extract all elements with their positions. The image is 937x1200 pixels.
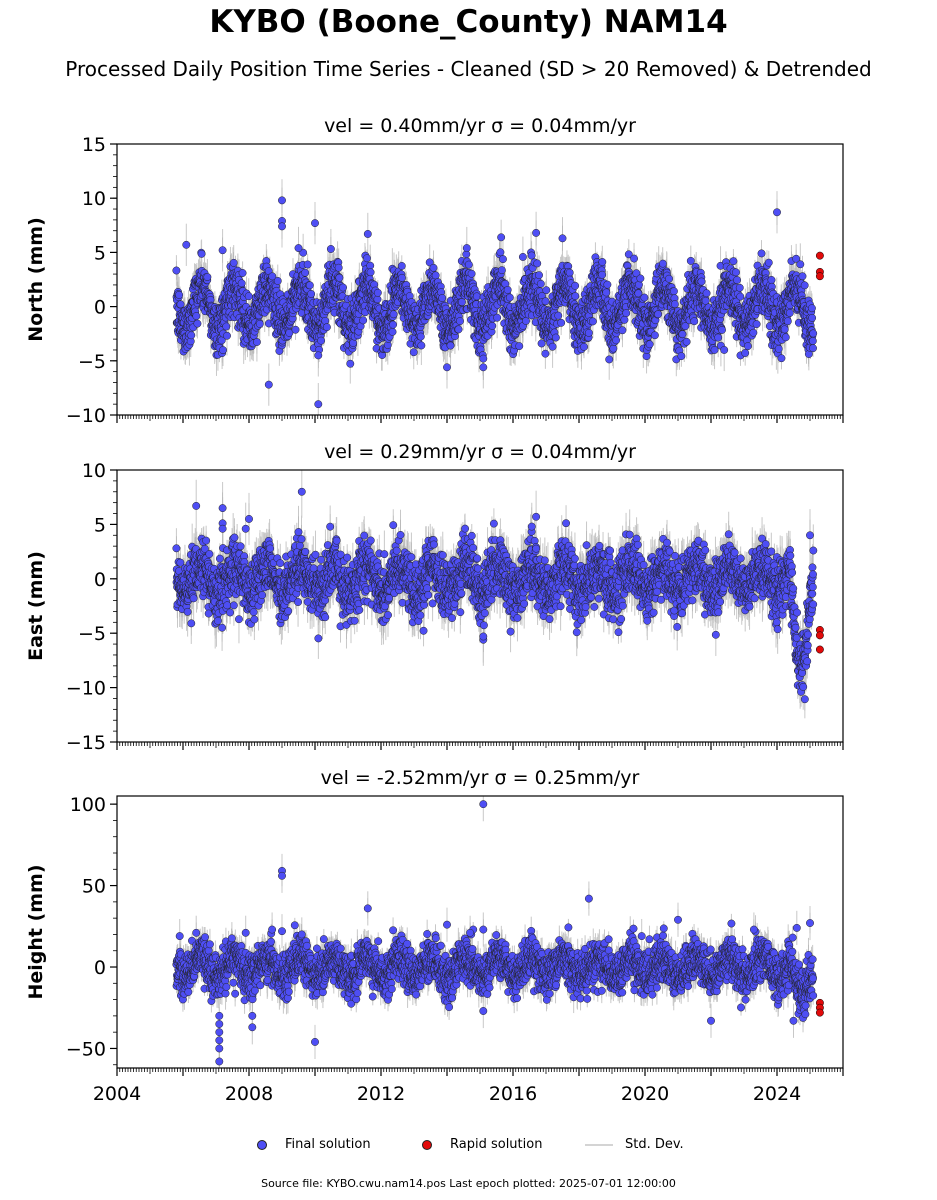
plot-area	[172, 179, 824, 415]
page-subtitle: Processed Daily Position Time Series - C…	[0, 57, 937, 81]
page-title: KYBO (Boone_County) NAM14	[0, 4, 937, 40]
